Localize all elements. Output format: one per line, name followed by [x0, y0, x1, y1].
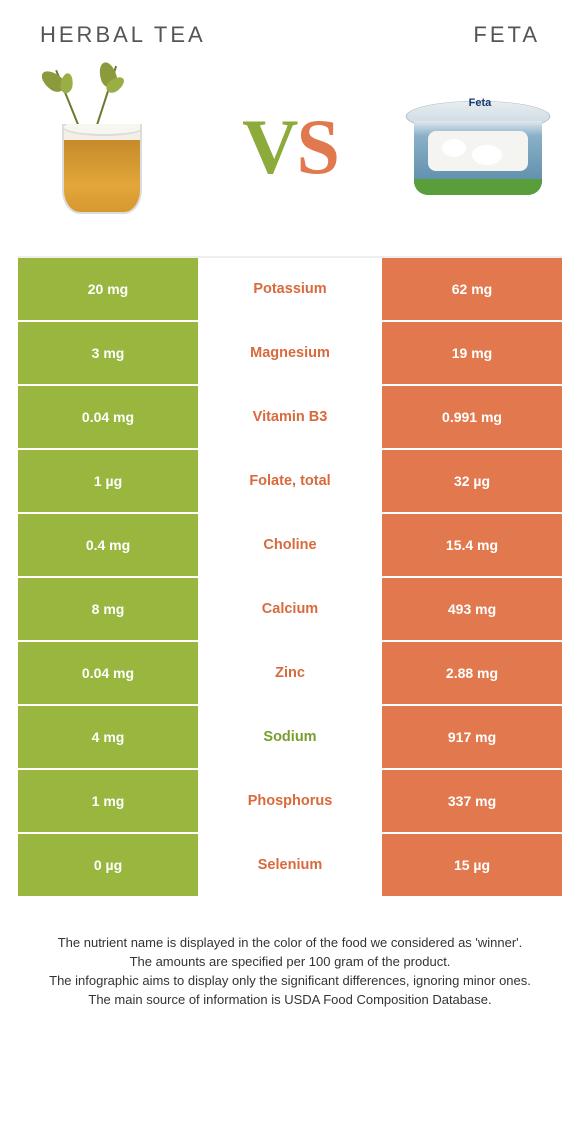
value-left: 1 mg	[18, 770, 200, 832]
nutrient-name: Potassium	[200, 258, 380, 320]
nutrient-name: Magnesium	[200, 322, 380, 384]
table-row: 0.04 mgVitamin B30.991 mg	[18, 386, 562, 450]
table-row: 3 mgMagnesium19 mg	[18, 322, 562, 386]
title-right: FETA	[473, 22, 540, 48]
value-left: 20 mg	[18, 258, 200, 320]
nutrient-name: Choline	[200, 514, 380, 576]
table-row: 4 mgSodium917 mg	[18, 706, 562, 770]
nutrient-name: Calcium	[200, 578, 380, 640]
value-right: 917 mg	[380, 706, 562, 768]
value-left: 0.4 mg	[18, 514, 200, 576]
footnotes: The nutrient name is displayed in the co…	[0, 934, 580, 1009]
nutrient-name: Zinc	[200, 642, 380, 704]
value-right: 2.88 mg	[380, 642, 562, 704]
header: HERBAL TEA FETA	[0, 0, 580, 56]
herbal-tea-image	[22, 67, 182, 227]
value-left: 0.04 mg	[18, 642, 200, 704]
value-right: 337 mg	[380, 770, 562, 832]
footnote-line: The nutrient name is displayed in the co…	[32, 934, 548, 953]
table-row: 8 mgCalcium493 mg	[18, 578, 562, 642]
nutrient-name: Phosphorus	[200, 770, 380, 832]
value-right: 493 mg	[380, 578, 562, 640]
value-right: 0.991 mg	[380, 386, 562, 448]
vs-v: V	[242, 103, 296, 190]
value-left: 4 mg	[18, 706, 200, 768]
table-row: 1 µgFolate, total32 µg	[18, 450, 562, 514]
value-left: 1 µg	[18, 450, 200, 512]
nutrient-name: Selenium	[200, 834, 380, 896]
title-left: HERBAL TEA	[40, 22, 206, 48]
table-row: 0.4 mgCholine15.4 mg	[18, 514, 562, 578]
feta-image: Feta	[398, 67, 558, 227]
value-right: 19 mg	[380, 322, 562, 384]
nutrient-name: Sodium	[200, 706, 380, 768]
value-right: 15 µg	[380, 834, 562, 896]
value-right: 15.4 mg	[380, 514, 562, 576]
table-row: 0.04 mgZinc2.88 mg	[18, 642, 562, 706]
nutrient-name: Vitamin B3	[200, 386, 380, 448]
table-row: 0 µgSelenium15 µg	[18, 834, 562, 898]
nutrient-table: 20 mgPotassium62 mg3 mgMagnesium19 mg0.0…	[18, 256, 562, 898]
table-row: 20 mgPotassium62 mg	[18, 258, 562, 322]
table-row: 1 mgPhosphorus337 mg	[18, 770, 562, 834]
footnote-line: The infographic aims to display only the…	[32, 972, 548, 991]
value-right: 62 mg	[380, 258, 562, 320]
footnote-line: The main source of information is USDA F…	[32, 991, 548, 1010]
nutrient-name: Folate, total	[200, 450, 380, 512]
value-left: 0.04 mg	[18, 386, 200, 448]
value-right: 32 µg	[380, 450, 562, 512]
vs-s: S	[296, 103, 337, 190]
visual-row: VS Feta	[0, 56, 580, 256]
value-left: 3 mg	[18, 322, 200, 384]
value-left: 8 mg	[18, 578, 200, 640]
feta-lid-label: Feta	[430, 97, 530, 109]
vs-label: VS	[242, 102, 338, 192]
value-left: 0 µg	[18, 834, 200, 896]
footnote-line: The amounts are specified per 100 gram o…	[32, 953, 548, 972]
